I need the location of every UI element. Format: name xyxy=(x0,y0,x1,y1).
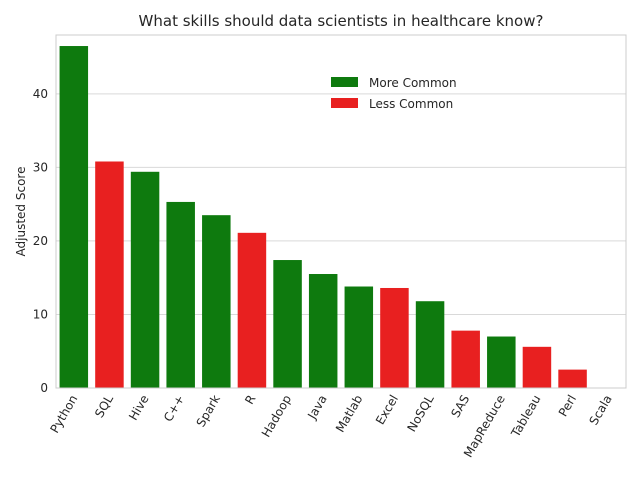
bar-c- xyxy=(166,201,195,388)
bar-mapreduce xyxy=(487,336,516,388)
y-tick-label: 0 xyxy=(40,381,48,395)
bar-sql xyxy=(95,161,124,388)
y-tick-label: 10 xyxy=(33,307,48,321)
bar-python xyxy=(59,46,89,388)
bar-nosql xyxy=(415,301,445,388)
bar-perl xyxy=(558,369,587,388)
bar-hive xyxy=(130,171,160,388)
bar-java xyxy=(308,274,338,388)
legend: More Common Less Common xyxy=(331,76,457,111)
y-axis-ticks: 0 10 20 30 40 xyxy=(33,87,48,395)
legend-swatch xyxy=(331,77,358,87)
legend-swatch xyxy=(331,98,358,108)
legend-label: More Common xyxy=(369,76,457,90)
bar-r xyxy=(237,232,267,388)
bar-sas xyxy=(451,330,480,388)
bar-excel xyxy=(380,287,409,388)
bar-tableau xyxy=(522,346,552,388)
bars-group xyxy=(59,46,587,388)
bar-spark xyxy=(202,215,231,388)
chart-title: What skills should data scientists in he… xyxy=(139,12,544,30)
bar-hadoop xyxy=(273,260,302,388)
y-axis-label: Adjusted Score xyxy=(14,167,28,257)
y-tick-label: 20 xyxy=(33,234,48,248)
y-tick-label: 40 xyxy=(33,87,48,101)
legend-label: Less Common xyxy=(369,97,453,111)
plot-frame xyxy=(55,34,627,389)
bar-matlab xyxy=(344,286,374,388)
y-tick-label: 30 xyxy=(33,160,48,174)
